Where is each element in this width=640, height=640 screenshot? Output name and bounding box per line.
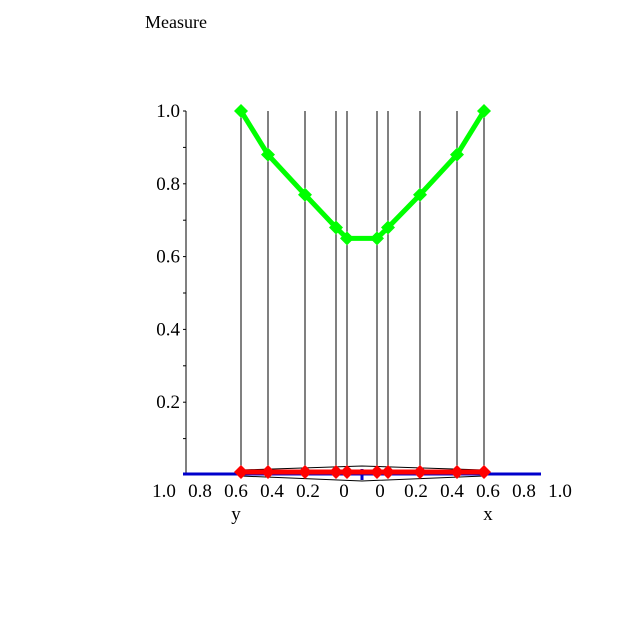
data-point bbox=[450, 465, 464, 479]
data-point bbox=[329, 465, 343, 479]
data-point bbox=[234, 465, 248, 479]
data-point bbox=[370, 231, 384, 246]
ground-line bbox=[240, 465, 485, 471]
y-tick-label: 0.6 bbox=[156, 247, 180, 268]
data-point bbox=[413, 187, 427, 202]
data-point bbox=[340, 231, 354, 246]
data-point bbox=[381, 220, 395, 235]
bottom-tick-label: 0 bbox=[375, 481, 385, 502]
data-point bbox=[329, 220, 343, 235]
bottom-tick-label: 0.8 bbox=[188, 481, 212, 502]
data-point bbox=[370, 465, 384, 479]
bottom-tick-label: 0.8 bbox=[512, 481, 536, 502]
bottom-tick-label: 0 bbox=[339, 481, 349, 502]
bottom-tick-label: 0.2 bbox=[404, 481, 428, 502]
data-point bbox=[413, 465, 427, 479]
data-point bbox=[477, 465, 491, 479]
ground-line bbox=[240, 475, 485, 482]
data-point bbox=[340, 465, 354, 479]
y-tick-label: 0.8 bbox=[156, 174, 180, 195]
y-tick-label: 1.0 bbox=[156, 101, 180, 122]
y-tick-label: 0.4 bbox=[156, 319, 180, 340]
stems bbox=[240, 111, 485, 475]
data-point bbox=[261, 465, 275, 479]
data-point bbox=[261, 147, 275, 162]
data-point bbox=[298, 187, 312, 202]
data-point bbox=[381, 465, 395, 479]
bottom-tick-label: 0.2 bbox=[296, 481, 320, 502]
data-point bbox=[477, 104, 491, 118]
bottom-tick-label: 0.4 bbox=[260, 481, 284, 502]
bottom-tick-label: 0.6 bbox=[476, 481, 500, 502]
x-axis-label: x bbox=[483, 504, 493, 525]
data-point bbox=[298, 465, 312, 479]
data-point bbox=[450, 147, 464, 162]
y-axis: 0.2 0.4 0.6 0.8 1.0 bbox=[156, 101, 187, 475]
bottom-axis-labels: 1.0 0.8 0.6 0.4 0.2 0 0 0.2 0.4 0.6 0.8 1.0 y x bbox=[152, 481, 572, 525]
y-tick-label: 0.2 bbox=[156, 392, 180, 413]
y-axis-label: y bbox=[231, 504, 241, 525]
series-group bbox=[183, 104, 541, 482]
data-point bbox=[234, 104, 248, 118]
bottom-tick-label: 1.0 bbox=[548, 481, 572, 502]
bottom-tick-label: 0.4 bbox=[440, 481, 464, 502]
bottom-tick-label: 0.6 bbox=[224, 481, 248, 502]
chart-title: Measure bbox=[145, 12, 207, 32]
series-line bbox=[238, 109, 487, 241]
bottom-tick-label: 1.0 bbox=[152, 481, 176, 502]
